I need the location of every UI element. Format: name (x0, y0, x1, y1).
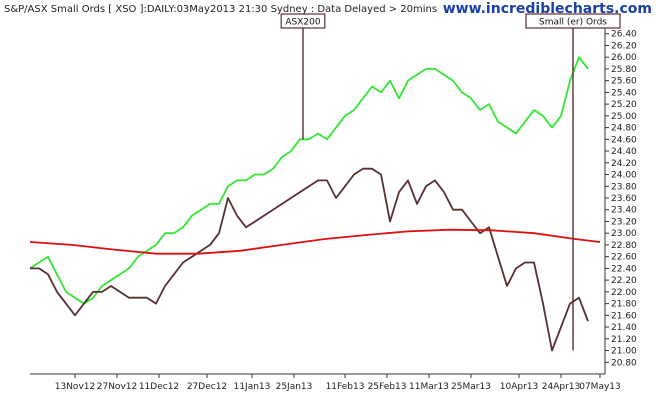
annotation-label: ASX200 (285, 18, 320, 28)
annotation-label: Small (er) Ords (539, 18, 607, 28)
x-tick-label: 11Dec12 (139, 382, 179, 392)
x-tick-label: 07May13 (579, 382, 621, 392)
x-tick-label: 10Apr13 (500, 382, 538, 392)
y-tick-label: 21.80 (611, 300, 637, 310)
y-tick-label: 23.60 (611, 194, 637, 204)
annotation-box (280, 13, 326, 29)
x-tick-label: 11Feb13 (326, 382, 365, 392)
y-tick-label: 25.60 (611, 77, 637, 87)
series-line-2 (29, 228, 601, 255)
x-tick-label: 11Mar13 (409, 382, 449, 392)
y-tick-label: 24.00 (611, 171, 637, 181)
x-tick-label: 24Apr13 (542, 382, 580, 392)
y-tick-label: 21.00 (611, 347, 637, 357)
x-tick-label: 13Nov12 (55, 382, 95, 392)
y-tick-label: 21.60 (611, 311, 637, 321)
x-tick-label: 11Jan13 (234, 382, 271, 392)
y-tick-label: 22.60 (611, 253, 637, 263)
y-tick-label: 24.60 (611, 135, 637, 145)
x-tick-label: 27Nov12 (97, 382, 137, 392)
x-tick-label: 25Feb13 (368, 382, 407, 392)
y-tick-label: 24.20 (611, 159, 637, 169)
x-tick-label: 25Jan13 (276, 382, 313, 392)
y-tick-label: 25.00 (611, 112, 637, 122)
y-tick-label: 22.80 (611, 241, 637, 251)
y-tick-label: 21.20 (611, 335, 637, 345)
y-tick-label: 25.40 (611, 88, 637, 98)
x-tick-label: 27Dec12 (187, 382, 227, 392)
y-tick-label: 21.40 (611, 323, 637, 333)
y-tick-label: 26.00 (611, 53, 637, 63)
y-tick-label: 26.20 (611, 41, 637, 51)
y-tick-label: 22.00 (611, 288, 637, 298)
y-tick-label: 24.40 (611, 147, 637, 157)
y-tick-label: 26.40 (611, 30, 637, 40)
annotation-box (525, 13, 621, 29)
y-tick-label: 23.80 (611, 182, 637, 192)
series-line-0 (29, 56, 589, 305)
y-tick-label: 23.40 (611, 206, 637, 216)
y-tick-label: 20.80 (611, 358, 637, 368)
y-tick-label: 23.00 (611, 229, 637, 239)
y-tick-label: 24.80 (611, 124, 637, 134)
chart-title: S&P/ASX Small Ords [ XSO ]:DAILY:03May20… (4, 4, 437, 15)
series-line-1 (30, 167, 589, 352)
y-tick-label: 25.20 (611, 100, 637, 110)
y-tick-label: 23.20 (611, 217, 637, 227)
y-tick-label: 22.20 (611, 276, 637, 286)
y-tick-label: 22.40 (611, 264, 637, 274)
brand-watermark: www.incrediblecharts.com (443, 1, 652, 17)
x-tick-label: 25Mar13 (451, 382, 491, 392)
y-tick-label: 25.80 (611, 65, 637, 75)
